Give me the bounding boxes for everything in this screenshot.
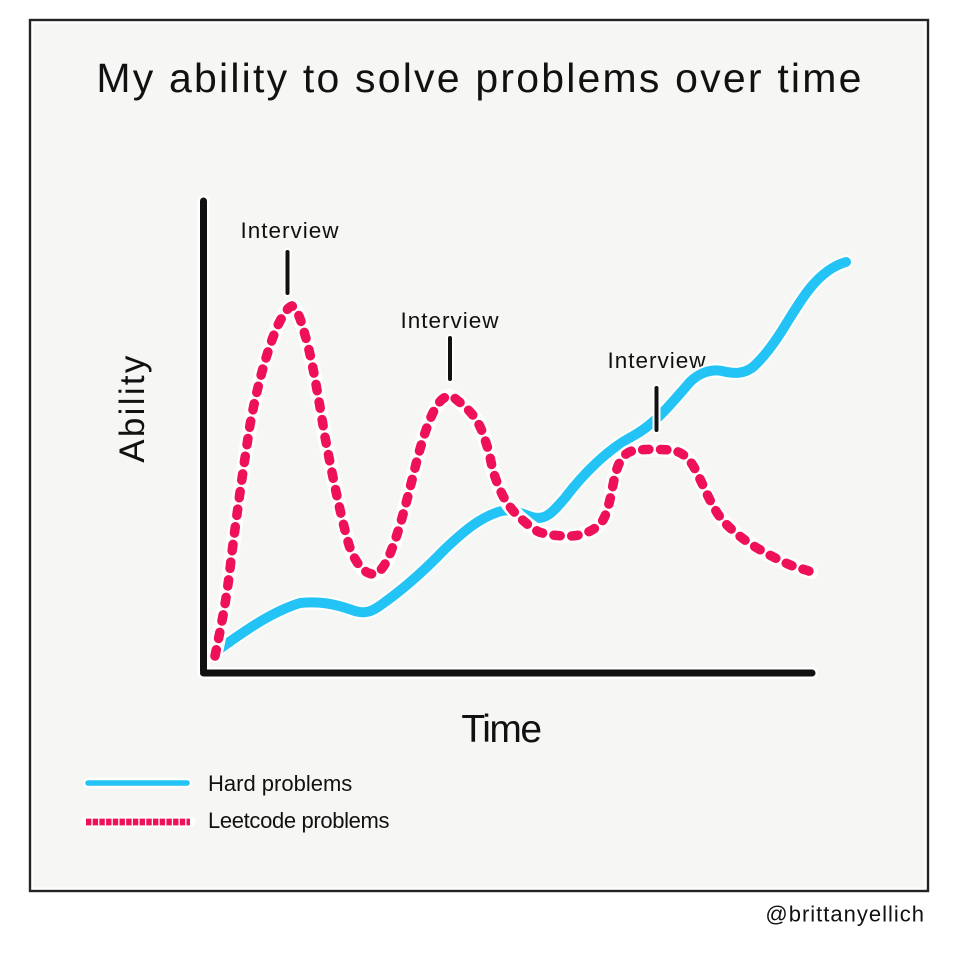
svg-text:Interview: Interview: [607, 348, 706, 373]
svg-text:Hard problems: Hard problems: [208, 771, 352, 796]
svg-text:My ability to solve problems o: My ability to solve problems over time: [96, 55, 863, 101]
svg-text:Time: Time: [461, 708, 540, 751]
svg-text:Leetcode problems: Leetcode problems: [208, 808, 390, 833]
svg-text:Interview: Interview: [400, 308, 499, 333]
svg-text:@brittanyellich: @brittanyellich: [765, 902, 925, 927]
svg-text:Interview: Interview: [240, 218, 339, 243]
svg-text:Ability: Ability: [113, 353, 152, 462]
